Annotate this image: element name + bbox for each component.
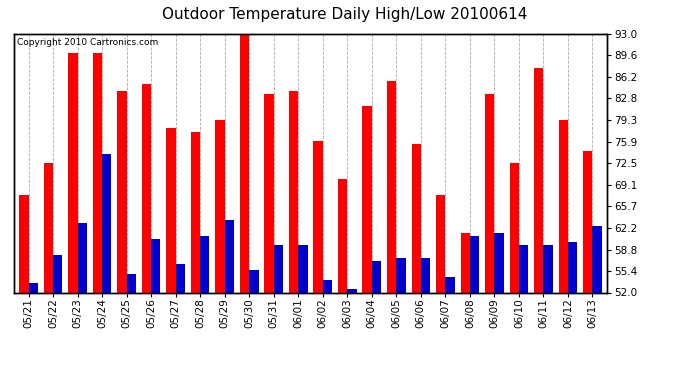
Bar [151, 239, 161, 292]
Bar [53, 255, 62, 292]
Bar [485, 94, 495, 292]
Bar [559, 120, 568, 292]
Bar [92, 53, 102, 292]
Bar [495, 232, 504, 292]
Bar [436, 195, 445, 292]
Bar [19, 195, 28, 292]
Bar [102, 154, 111, 292]
Bar [347, 290, 357, 292]
Bar [225, 220, 234, 292]
Bar [77, 223, 87, 292]
Bar [215, 120, 225, 292]
Bar [176, 264, 185, 292]
Bar [396, 258, 406, 292]
Bar [289, 90, 298, 292]
Bar [593, 226, 602, 292]
Bar [583, 150, 593, 292]
Bar [264, 94, 274, 292]
Bar [313, 141, 323, 292]
Bar [68, 53, 77, 292]
Bar [362, 106, 372, 292]
Bar [421, 258, 430, 292]
Bar [117, 90, 126, 292]
Bar [240, 34, 249, 292]
Bar [338, 179, 347, 292]
Bar [126, 274, 136, 292]
Bar [274, 245, 283, 292]
Bar [200, 236, 210, 292]
Bar [470, 236, 479, 292]
Text: Copyright 2010 Cartronics.com: Copyright 2010 Cartronics.com [17, 38, 158, 46]
Bar [166, 128, 176, 292]
Bar [519, 245, 529, 292]
Bar [249, 270, 259, 292]
Bar [298, 245, 308, 292]
Bar [411, 144, 421, 292]
Bar [387, 81, 396, 292]
Bar [372, 261, 381, 292]
Bar [544, 245, 553, 292]
Bar [191, 132, 200, 292]
Bar [28, 283, 38, 292]
Bar [445, 277, 455, 292]
Text: Outdoor Temperature Daily High/Low 20100614: Outdoor Temperature Daily High/Low 20100… [162, 8, 528, 22]
Bar [534, 69, 544, 292]
Bar [323, 280, 332, 292]
Bar [510, 163, 519, 292]
Bar [142, 84, 151, 292]
Bar [568, 242, 578, 292]
Bar [43, 163, 53, 292]
Bar [460, 232, 470, 292]
